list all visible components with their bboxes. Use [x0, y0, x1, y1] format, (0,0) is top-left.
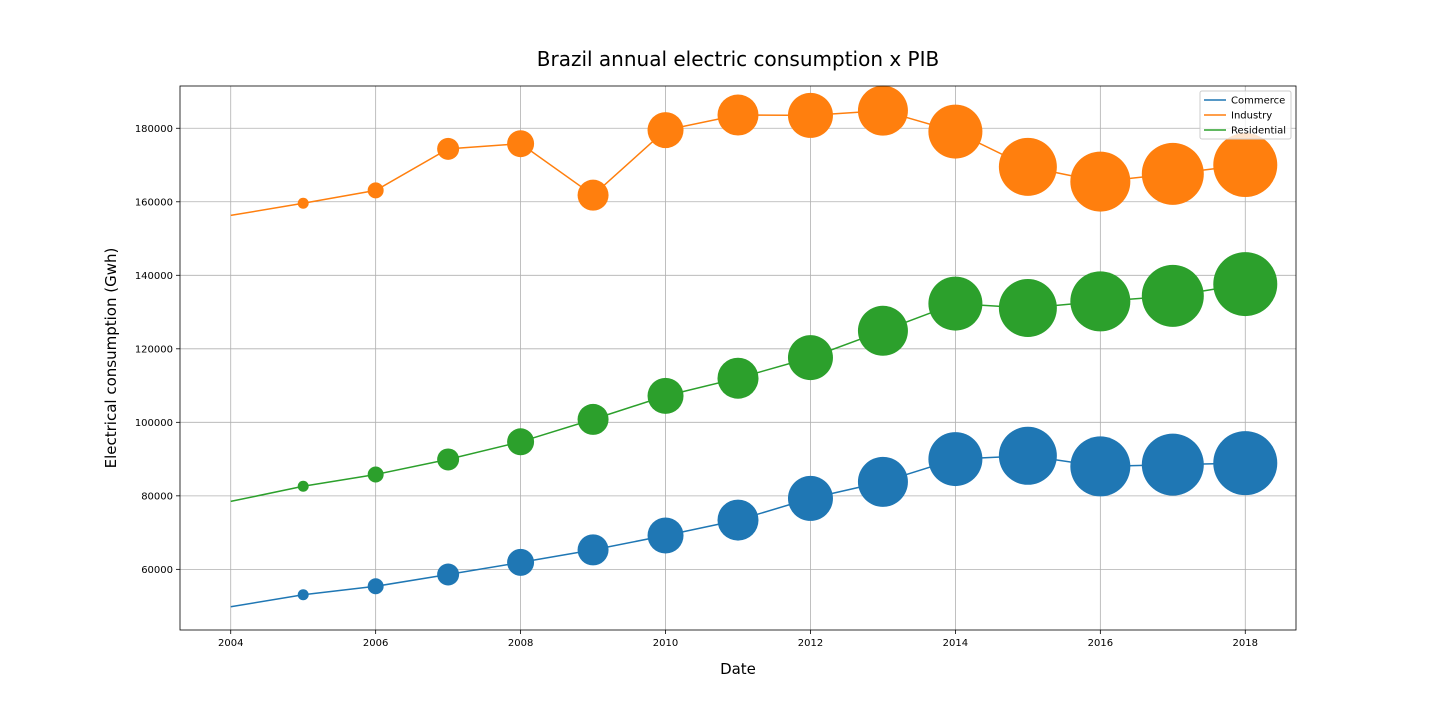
industry-bubble [647, 112, 684, 149]
residential-bubble [1070, 271, 1131, 332]
axes-layer: 2004 2006 2008 2010 2012 2014 2016 2018 60000 800… [135, 85, 1297, 649]
industry-bubble [297, 197, 309, 209]
industry-bubble [1070, 151, 1131, 212]
y-tick-label: 100000 [135, 418, 173, 429]
y-tick-label: 160000 [135, 197, 173, 208]
x-tick-label: 2006 [363, 638, 388, 649]
residential-bubble [577, 403, 609, 435]
industry-bubble [787, 92, 833, 138]
commerce-bubble [437, 563, 460, 586]
commerce-bubble [787, 475, 833, 521]
y-tick-label: 140000 [135, 271, 173, 282]
legend-label-residential: Residential [1231, 126, 1286, 137]
x-tick-label: 2010 [653, 638, 678, 649]
plot-frame [179, 85, 1297, 631]
industry-bubble [367, 182, 384, 199]
x-tick-label: 2012 [798, 638, 823, 649]
chart-title: Brazil annual electric consumption x PIB [537, 47, 939, 71]
x-tick-label: 2008 [508, 638, 533, 649]
y-axis-label: Electrical consumption (Gwh) [102, 248, 120, 469]
residential-bubble [857, 305, 908, 356]
industry-bubble [717, 94, 759, 136]
industry-bubble [577, 179, 609, 211]
x-tick-label: 2004 [218, 638, 243, 649]
x-tick-label: 2018 [1233, 638, 1258, 649]
commerce-bubble [1070, 436, 1131, 497]
industry-bubble [507, 130, 535, 158]
industry-bubble [928, 104, 983, 159]
commerce-bubble [507, 548, 535, 576]
commerce-bubble [857, 456, 908, 507]
legend-label-industry: Industry [1231, 111, 1272, 122]
commerce-bubble [998, 426, 1057, 485]
industry-bubble [1141, 142, 1204, 205]
commerce-bubble [647, 517, 684, 554]
legend: Commerce Industry Residential [1199, 90, 1292, 140]
residential-bubble [928, 276, 983, 331]
commerce-bubble [1141, 433, 1204, 496]
residential-bubble [787, 335, 833, 381]
industry-bubble [857, 85, 908, 136]
residential-bubble [1141, 264, 1204, 327]
y-tick-label: 60000 [141, 565, 173, 576]
commerce-bubble [297, 589, 309, 601]
residential-bubble [998, 279, 1057, 338]
y-tick-label: 80000 [141, 491, 173, 502]
commerce-bubble [928, 432, 983, 487]
legend-box [1199, 90, 1292, 140]
residential-bubble [647, 377, 684, 414]
y-tick-label: 120000 [135, 344, 173, 355]
industry-bubble [998, 137, 1057, 196]
commerce-bubble [577, 534, 609, 566]
x-tick-label: 2014 [943, 638, 968, 649]
commerce-bubble [717, 499, 759, 541]
x-tick-label: 2016 [1088, 638, 1113, 649]
commerce-bubble [367, 578, 384, 595]
industry-bubble [437, 137, 460, 160]
series-layer [230, 85, 1278, 608]
commerce-bubble [1213, 431, 1278, 496]
legend-label-commerce: Commerce [1231, 96, 1285, 107]
y-tick-label: 180000 [135, 124, 173, 135]
residential-bubble [437, 448, 460, 471]
residential-bubble [297, 480, 309, 492]
residential-bubble [717, 357, 759, 399]
residential-bubble [507, 428, 535, 456]
industry-bubble [1213, 133, 1278, 198]
residential-bubble [1213, 252, 1278, 317]
residential-bubble [367, 466, 384, 483]
x-axis-label: Date [720, 660, 756, 678]
